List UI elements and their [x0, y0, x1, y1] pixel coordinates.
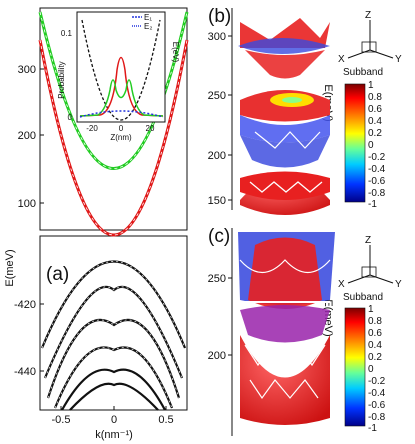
xtick-neg05: -0.5	[52, 414, 71, 426]
panel-b-ytick-200: 200	[208, 150, 226, 162]
panel-a-xlabel: k(nm⁻¹)	[95, 429, 133, 441]
ytick-lower-420: -420	[14, 299, 36, 311]
svg-text:-1: -1	[368, 423, 377, 434]
inset-ylabel-right: E(eV)	[171, 42, 180, 63]
panel-c-colorbar-ticks: 1 0.8 0.6 0.4 0.2 0 -0.2 -0.4 -0.6 -0.8 …	[368, 304, 386, 434]
svg-text:0.2: 0.2	[368, 352, 382, 363]
svg-text:-0.2: -0.2	[368, 152, 386, 163]
panel-b-label: (b)	[208, 6, 231, 27]
panel-c-axis-y: Y	[395, 279, 402, 290]
xtick-0: 0	[111, 414, 117, 426]
panel-c-ytick-250: 250	[208, 273, 226, 285]
panel-c-label: (c)	[208, 226, 230, 247]
inset-xtick-20: 20	[146, 124, 155, 133]
panel-a: 300 200 100 -420 -440 E(meV) -0.5 0 0.5 …	[4, 7, 189, 441]
panel-b-colorbar-title: Subband	[343, 67, 383, 78]
panel-c-lower-cone	[240, 335, 330, 425]
panel-c-axes-glyph: Z X Y	[338, 235, 402, 290]
panel-a-ylabel: E(meV)	[4, 249, 16, 286]
panel-b-colorbar-ticks: 1 0.8 0.6 0.4 0.2 0 -0.2 -0.4 -0.6 -0.8 …	[368, 80, 386, 210]
svg-text:0.6: 0.6	[368, 104, 382, 115]
ytick-upper-200: 200	[18, 130, 36, 142]
panel-c-axis-z: Z	[365, 235, 371, 246]
panel-b-axis-z: Z	[365, 10, 371, 21]
conduction-band-red	[38, 39, 189, 237]
svg-text:0.6: 0.6	[368, 328, 382, 339]
inset-ytick-0: 0	[68, 113, 73, 122]
inset-xtick-neg20: -20	[86, 124, 98, 133]
panel-b-axis-x: X	[338, 54, 345, 65]
panel-b: (b) 300 250 200 150 E(meV) Z	[208, 6, 402, 215]
svg-text:0: 0	[368, 140, 374, 151]
panel-c: (c) 250 200 E(meV) Z X Y Subband 1	[208, 226, 402, 436]
panel-c-colorbar	[344, 307, 366, 427]
panel-b-colorbar	[344, 83, 366, 203]
svg-text:0.8: 0.8	[368, 92, 382, 103]
svg-text:0.8: 0.8	[368, 316, 382, 327]
panel-c-colorbar-title: Subband	[343, 292, 383, 303]
svg-text:0.4: 0.4	[368, 340, 382, 351]
panel-b-ytick-150: 150	[208, 195, 226, 207]
panel-b-ytick-300: 300	[208, 31, 226, 43]
inset-prob-red	[79, 56, 164, 117]
inset-xtick-0: 0	[119, 124, 124, 133]
panel-c-ylabel: E(meV)	[322, 299, 334, 336]
inset-legend-e1: E₁	[144, 13, 152, 22]
inset-prob-blue	[79, 110, 164, 118]
svg-text:0: 0	[368, 364, 374, 375]
inset-potential	[81, 19, 161, 121]
svg-text:-0.4: -0.4	[368, 388, 386, 399]
xtick-05: 0.5	[158, 414, 173, 426]
svg-text:-0.4: -0.4	[368, 164, 386, 175]
inset-xlabel: Z(nm)	[110, 133, 132, 142]
svg-text:-1: -1	[368, 199, 377, 210]
panel-b-ytick-250: 250	[208, 90, 226, 102]
panel-b-axes-glyph: Z X Y	[338, 10, 402, 65]
inset-frame	[76, 11, 166, 123]
ytick-lower-440: -440	[14, 366, 36, 378]
svg-text:0.2: 0.2	[368, 128, 382, 139]
panel-b-top-surface-blue	[238, 38, 330, 54]
inset-ytick-01: 0.1	[61, 29, 73, 38]
inset-ylabel-left: Probability	[57, 61, 66, 98]
ytick-upper-100: 100	[18, 198, 36, 210]
svg-text:-0.6: -0.6	[368, 400, 386, 411]
panel-b-axis-y: Y	[395, 54, 402, 65]
panel-a-label: (a)	[46, 264, 69, 285]
inset-prob-green	[79, 79, 164, 117]
ytick-upper-300: 300	[18, 64, 36, 76]
panel-c-ytick-200: 200	[208, 350, 226, 362]
panel-a-inset: 0.1 0 Probability E(eV) -20 0 20 Z(nm) E…	[57, 11, 180, 142]
svg-text:-0.8: -0.8	[368, 188, 386, 199]
svg-text:-0.8: -0.8	[368, 412, 386, 423]
svg-text:1: 1	[368, 304, 374, 315]
svg-text:-0.2: -0.2	[368, 376, 386, 387]
panel-c-axis-x: X	[338, 279, 345, 290]
svg-text:0.4: 0.4	[368, 116, 382, 127]
panel-c-upper-surface-red	[248, 237, 322, 309]
panel-a-upper-frame	[39, 7, 188, 231]
inset-legend-e2: E₂	[144, 22, 152, 31]
svg-text:-0.6: -0.6	[368, 176, 386, 187]
svg-text:1: 1	[368, 80, 374, 91]
